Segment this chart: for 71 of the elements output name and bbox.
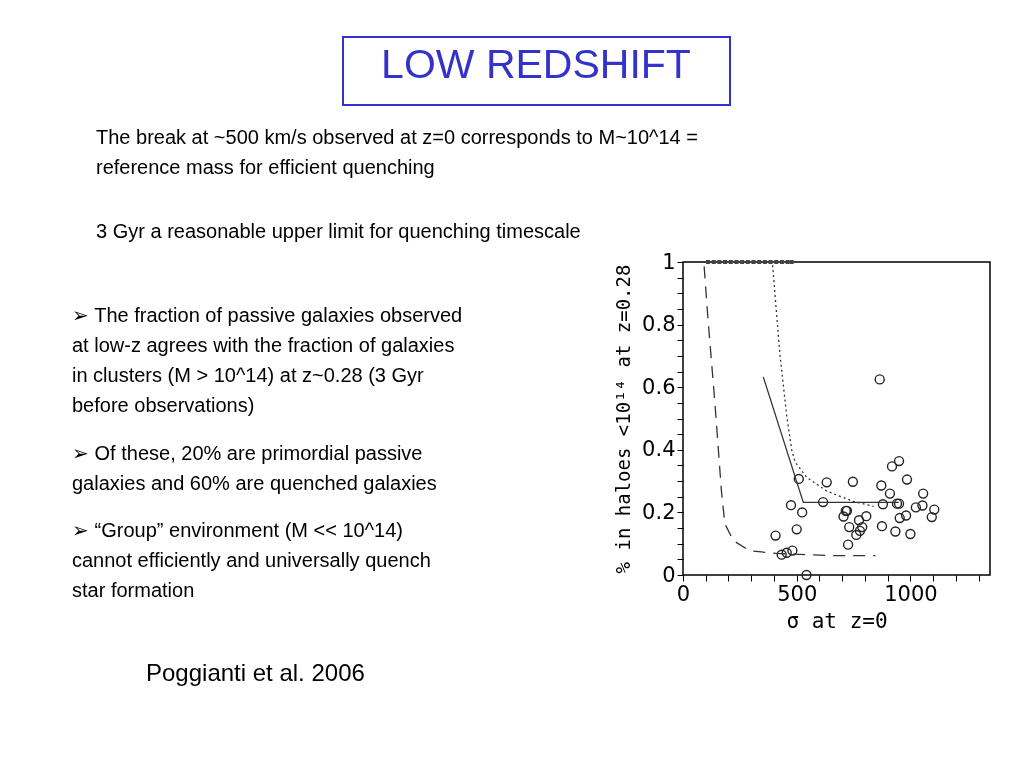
point (900, 510, 912, 521)
point (884, 488, 896, 499)
y-tick-label: 0.2 (642, 499, 676, 524)
point (734, 260, 739, 264)
point (779, 260, 784, 264)
point (929, 504, 940, 515)
text: ➢ “Group” environment (M << 10^14) cannot efficiently and universally quench star formation (72, 519, 431, 601)
point (890, 526, 901, 537)
point (886, 461, 898, 472)
point (757, 260, 762, 264)
text: ➢ Of these, 20% are primordial passive galaxies and 60% are quenched galaxies (72, 442, 437, 494)
point (787, 545, 798, 556)
point (768, 260, 773, 264)
point (745, 260, 750, 264)
point (723, 260, 728, 264)
point (905, 528, 916, 540)
point (917, 488, 929, 499)
point (893, 455, 905, 467)
point (854, 525, 866, 537)
point (801, 569, 812, 581)
point (776, 549, 787, 560)
y-tick-label: 1 (662, 249, 676, 274)
point (910, 502, 922, 513)
point (838, 511, 849, 522)
point (876, 521, 888, 532)
point (901, 474, 913, 485)
point (817, 496, 829, 508)
text: The break at ~500 km/s observed at z=0 corresponds to M~10^14 = reference mass for efficient quenching (96, 126, 698, 178)
text: 3 Gyr a reasonable upper limit for quenching timescale (96, 220, 581, 242)
point (706, 260, 711, 264)
point (774, 260, 779, 264)
y-tick-label: 0 (662, 562, 676, 587)
point (926, 511, 937, 523)
point (844, 521, 855, 533)
x-tick-label: 500 (777, 581, 818, 606)
point (796, 507, 808, 518)
point (711, 260, 716, 264)
point (821, 477, 832, 488)
point (781, 547, 792, 558)
text: ➢ The fraction of passive galaxies observed at low-z agrees with the fraction of galaxies in clusters (M > 10^14) at z~0.28 (3 Gyr before observations) (72, 304, 463, 416)
x-tick-label: 1000 (884, 581, 938, 606)
line-series (703, 265, 877, 557)
y-tick-label: 0.4 (642, 437, 676, 462)
y-axis-title: % in haloes <10¹⁴ at z=0.28 (612, 264, 635, 574)
text: Poggianti et al. 2006 (146, 659, 365, 686)
point (762, 260, 767, 264)
point (857, 521, 868, 533)
x-axis-title: σ at z=0 (786, 608, 888, 633)
point (876, 480, 887, 491)
point (793, 473, 804, 485)
point (740, 260, 745, 264)
chart-title: LOW REDSHIFT (381, 41, 691, 87)
point (851, 529, 862, 541)
point (751, 260, 756, 264)
point (785, 260, 790, 264)
point (791, 524, 802, 535)
point (770, 530, 781, 541)
point (874, 374, 885, 385)
y-tick-label: 0.8 (642, 312, 676, 337)
point (861, 510, 872, 522)
point (789, 260, 794, 264)
point (717, 260, 722, 264)
point (877, 499, 889, 510)
y-tick-label: 0.6 (642, 374, 676, 399)
point (842, 539, 854, 550)
point (853, 515, 865, 526)
point (785, 500, 797, 511)
point (894, 512, 905, 524)
point (917, 500, 928, 511)
point (847, 476, 859, 487)
point (728, 260, 733, 264)
